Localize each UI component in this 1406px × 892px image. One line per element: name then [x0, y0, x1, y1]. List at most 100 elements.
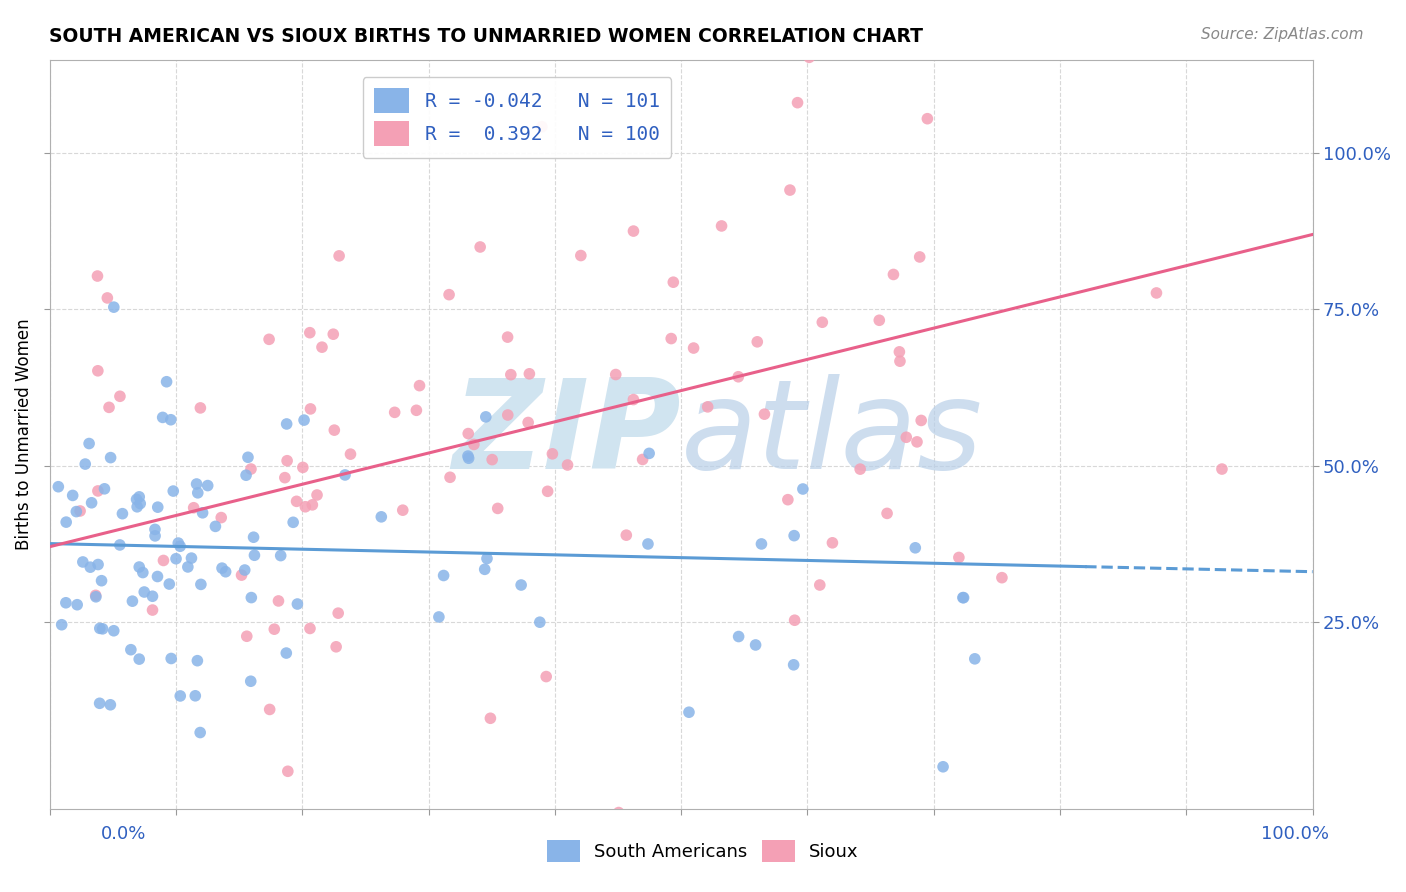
Point [849, 462, 872, 476]
Point [276, 454, 298, 468]
Point [146, 500, 169, 515]
Point [84, 590, 107, 604]
Point [87, 558, 110, 572]
Point [305, 488, 328, 502]
Point [165, 551, 187, 566]
Point [162, 484, 184, 499]
Point [904, 541, 927, 555]
Point [638, 446, 661, 460]
Point [143, 529, 166, 543]
Text: ZIP: ZIP [453, 374, 681, 495]
Point [605, 368, 627, 382]
Point [914, 37, 936, 51]
Point [727, 369, 749, 384]
Point [129, 497, 152, 511]
Point [384, 405, 406, 419]
Point [72, 555, 94, 569]
Point [952, 591, 974, 605]
Point [391, 503, 413, 517]
Point [91, 622, 114, 636]
Point [541, 447, 564, 461]
Point [108, 389, 131, 403]
Point [519, 367, 541, 381]
Point [87, 364, 110, 378]
Point [751, 537, 773, 551]
Point [111, 507, 134, 521]
Point [125, 492, 148, 507]
Point [496, 408, 519, 422]
Point [786, 95, 808, 110]
Point [779, 183, 801, 197]
Point [231, 568, 253, 582]
Point [120, 642, 142, 657]
Point [214, 565, 236, 579]
Point [896, 430, 918, 444]
Point [233, 563, 256, 577]
Point [108, 538, 131, 552]
Point [1211, 462, 1233, 476]
Point [678, 705, 700, 719]
Point [682, 341, 704, 355]
Point [776, 492, 799, 507]
Point [80, 496, 103, 510]
Point [510, 578, 533, 592]
Point [311, 340, 333, 354]
Point [209, 510, 232, 524]
Point [167, 536, 190, 550]
Point [486, 501, 509, 516]
Point [51, 617, 73, 632]
Point [55, 596, 77, 610]
Point [90, 574, 112, 588]
Point [211, 561, 233, 575]
Point [427, 610, 450, 624]
Point [146, 569, 169, 583]
Point [299, 401, 322, 416]
Point [534, 669, 557, 683]
Point [240, 591, 263, 605]
Point [463, 437, 485, 451]
Point [744, 638, 766, 652]
Point [607, 805, 630, 820]
Point [457, 451, 479, 466]
Point [141, 589, 163, 603]
Point [623, 224, 645, 238]
Point [783, 529, 806, 543]
Point [408, 378, 430, 392]
Point [291, 460, 314, 475]
Point [948, 550, 970, 565]
Point [932, 760, 955, 774]
Point [298, 326, 321, 340]
Point [127, 500, 149, 514]
Point [517, 416, 540, 430]
Point [103, 624, 125, 638]
Point [186, 654, 208, 668]
Point [792, 482, 814, 496]
Point [821, 536, 844, 550]
Point [75, 457, 97, 471]
Text: 0.0%: 0.0% [101, 825, 146, 843]
Point [328, 249, 350, 263]
Point [62, 488, 84, 502]
Point [79, 560, 101, 574]
Point [98, 401, 121, 415]
Point [155, 375, 177, 389]
Point [69, 504, 91, 518]
Point [134, 585, 156, 599]
Point [186, 477, 208, 491]
Point [811, 315, 834, 329]
Point [457, 426, 479, 441]
Point [285, 494, 308, 508]
Point [323, 423, 346, 437]
Point [235, 468, 257, 483]
Point [84, 588, 107, 602]
Point [276, 417, 298, 431]
Point [782, 657, 804, 672]
Point [128, 490, 150, 504]
Point [325, 640, 347, 654]
Point [405, 403, 427, 417]
Point [868, 313, 890, 327]
Point [89, 696, 111, 710]
Point [294, 500, 316, 514]
Point [292, 413, 315, 427]
Point [889, 354, 911, 368]
